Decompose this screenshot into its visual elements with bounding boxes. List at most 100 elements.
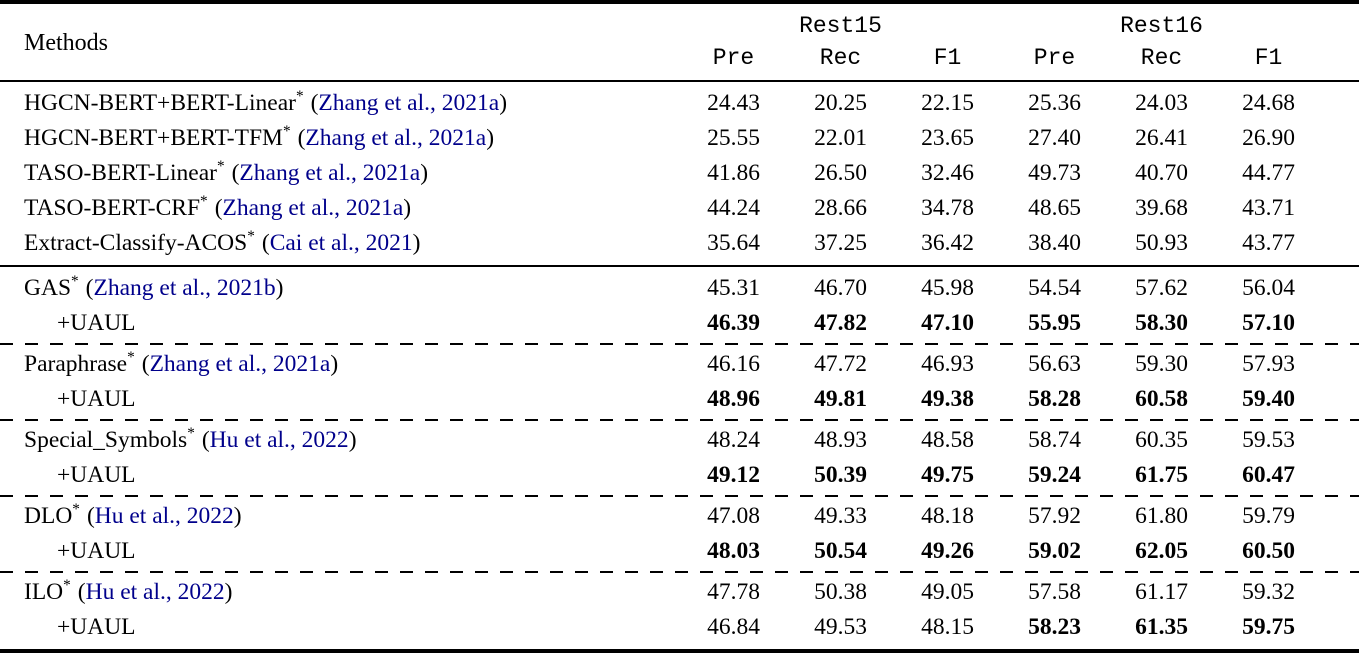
citation: (Zhang et al., 2021a) (298, 125, 494, 151)
paren-open: ( (310, 89, 319, 116)
method-name: Extract-Classify-ACOS (24, 229, 248, 256)
paren-close: ) (233, 502, 242, 529)
dashed-separator (0, 494, 1359, 497)
method-cell: Special_Symbols* (Hu et al., 2022) (0, 423, 680, 458)
value-cell: 48.03 (707, 537, 760, 564)
method-name: +UAUL (57, 309, 136, 336)
value-cell: 46.70 (814, 274, 867, 301)
citation-link[interactable]: Zhang et al., 2021b (93, 274, 276, 301)
value-cell: 59.79 (1242, 502, 1295, 529)
paren-close: ) (420, 159, 429, 186)
table-row: +UAUL 49.12 50.39 49.75 59.24 61.75 60.47 (0, 458, 1359, 493)
value-cell: 49.73 (1028, 159, 1081, 186)
method-name: TASO-BERT-CRF (24, 194, 201, 221)
value-cell: 28.66 (814, 194, 867, 221)
column-header-pre: Pre (712, 45, 755, 71)
value-cell: 58.74 (1028, 426, 1081, 453)
value-cell: 43.77 (1242, 229, 1295, 256)
value-cell: 60.35 (1135, 426, 1188, 453)
method-name: +UAUL (57, 461, 136, 488)
value-cell: 48.24 (707, 426, 760, 453)
value-cell: 59.30 (1135, 350, 1188, 377)
value-cell: 57.62 (1135, 274, 1188, 301)
value-cell: 55.95 (1028, 309, 1081, 336)
citation-link[interactable]: Zhang et al., 2021a (318, 89, 500, 116)
value-cell: 62.05 (1135, 537, 1188, 564)
method-name: +UAUL (57, 613, 136, 640)
value-cell: 26.50 (814, 159, 867, 186)
citation-link[interactable]: Hu et al., 2022 (94, 502, 234, 529)
table-row: Extract-Classify-ACOS* (Cai et al., 2021)… (0, 226, 1359, 261)
method-cell: HGCN-BERT+BERT-TFM* (Zhang et al., 2021a) (0, 121, 680, 156)
column-header-rec: Rec (819, 45, 862, 71)
value-cell: 37.25 (814, 229, 867, 256)
citation-link[interactable]: Zhang et al., 2021a (239, 159, 421, 186)
value-cell: 59.32 (1242, 578, 1295, 605)
value-cell: 59.02 (1028, 537, 1081, 564)
value-cell: 50.38 (814, 578, 867, 605)
value-cell: 59.53 (1242, 426, 1295, 453)
value-cell: 47.08 (707, 502, 760, 529)
table-row: HGCN-BERT+BERT-TFM* (Zhang et al., 2021a)… (0, 121, 1359, 156)
value-cell: 56.63 (1028, 350, 1081, 377)
value-cell: 59.75 (1242, 613, 1295, 640)
citation: (Zhang et al., 2021a) (232, 160, 428, 186)
citation: (Zhang et al., 2021b) (86, 275, 284, 301)
paren-open: ( (214, 194, 223, 221)
asterisk-superscript: * (187, 424, 195, 442)
value-cell: 60.58 (1135, 385, 1188, 412)
value-cell: 24.68 (1242, 89, 1295, 116)
value-cell: 25.36 (1028, 89, 1081, 116)
table-row: DLO* (Hu et al., 2022) 47.08 49.33 48.18 57.9… (0, 499, 1359, 534)
paren-close: ) (224, 578, 233, 605)
value-cell: 61.17 (1135, 578, 1188, 605)
citation-link[interactable]: Zhang et al., 2021a (149, 350, 331, 377)
method-name: Paraphrase (24, 350, 128, 377)
value-cell: 50.93 (1135, 229, 1188, 256)
value-cell: 50.54 (814, 537, 867, 564)
value-cell: 48.65 (1028, 194, 1081, 221)
value-cell: 49.26 (921, 537, 974, 564)
value-cell: 43.71 (1242, 194, 1295, 221)
table-header: Methods Rest15 Rest16 Pre Rec F1 Pre Rec… (0, 4, 1359, 80)
method-cell: +UAUL (0, 306, 680, 341)
citation-link[interactable]: Zhang et al., 2021a (222, 194, 404, 221)
paren-open: ( (141, 350, 150, 377)
citation-link[interactable]: Zhang et al., 2021a (305, 124, 487, 151)
citation: (Zhang et al., 2021a) (142, 351, 338, 377)
paren-close: ) (403, 194, 412, 221)
citation-link[interactable]: Hu et al., 2022 (209, 426, 349, 453)
value-cell: 48.18 (921, 502, 974, 529)
group-header-rest16: Rest16 (1120, 13, 1203, 39)
dashed-separator (0, 342, 1359, 345)
method-name: TASO-BERT-Linear (24, 159, 217, 186)
value-cell: 32.46 (921, 159, 974, 186)
paren-close: ) (499, 89, 508, 116)
value-cell: 49.53 (814, 613, 867, 640)
value-cell: 27.40 (1028, 124, 1081, 151)
method-cell: TASO-BERT-Linear* (Zhang et al., 2021a) (0, 156, 680, 191)
asterisk-superscript: * (72, 500, 80, 518)
table-row: Special_Symbols* (Hu et al., 2022) 48.24 48… (0, 423, 1359, 458)
value-cell: 61.35 (1135, 613, 1188, 640)
value-cell: 26.90 (1242, 124, 1295, 151)
table-row: HGCN-BERT+BERT-Linear* (Zhang et al., 202… (0, 86, 1359, 121)
paren-open: ( (231, 159, 240, 186)
method-name: +UAUL (57, 385, 136, 412)
citation-link[interactable]: Hu et al., 2022 (85, 578, 225, 605)
method-cell: +UAUL (0, 458, 680, 493)
block-midrule (0, 264, 1359, 267)
citation-link[interactable]: Cai et al., 2021 (269, 229, 413, 256)
method-name: GAS (24, 274, 72, 301)
table-row: +UAUL 46.39 47.82 47.10 55.95 58.30 57.10 (0, 306, 1359, 341)
paren-open: ( (201, 426, 210, 453)
method-name: +UAUL (57, 537, 136, 564)
value-cell: 58.23 (1028, 613, 1081, 640)
value-cell: 48.96 (707, 385, 760, 412)
method-cell: Extract-Classify-ACOS* (Cai et al., 2021) (0, 226, 680, 261)
asterisk-superscript: * (71, 272, 79, 290)
value-cell: 60.47 (1242, 461, 1295, 488)
table-row: +UAUL 48.96 49.81 49.38 58.28 60.58 59.40 (0, 382, 1359, 417)
value-cell: 45.31 (707, 274, 760, 301)
